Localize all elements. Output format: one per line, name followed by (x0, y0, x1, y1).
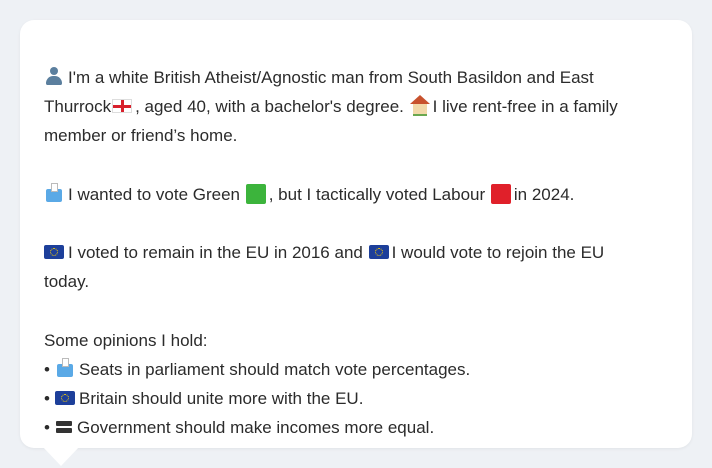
message-text: I'm a white British Atheist/Agnostic man… (44, 63, 668, 442)
person-silhouette-icon (44, 66, 64, 86)
bullet-icon: • (44, 418, 50, 438)
opinion-item: • Seats in parliament should match vote p… (44, 355, 668, 384)
paragraph-identity-line-3: member or friend’s home. (44, 126, 238, 146)
paragraph-spacer (44, 297, 668, 326)
ballot-box-icon (55, 357, 75, 378)
paragraph-identity-line-1: I'm a white British Atheist/Agnostic man… (44, 63, 668, 92)
paragraph-eu-line-1: I voted to remain in the EU in 2016 and … (44, 238, 668, 267)
paragraph-identity-line-2: Thurrock, aged 40, with a bachelor's deg… (44, 95, 618, 117)
paragraph-eu-line-2: today. (44, 272, 90, 292)
paragraph-spacer (44, 209, 668, 238)
eu-flag-icon (368, 245, 389, 260)
red-square-icon (490, 183, 511, 204)
paragraph-spacer (44, 151, 668, 180)
bullet-icon: • (44, 389, 50, 409)
message-bubble: I'm a white British Atheist/Agnostic man… (20, 20, 692, 448)
eu-flag-icon (44, 245, 64, 260)
bullet-icon: • (44, 359, 50, 379)
ballot-box-icon (44, 182, 64, 203)
opinions-heading: Some opinions I hold: (44, 330, 208, 350)
opinion-item: • Government should make incomes more equ… (44, 413, 668, 442)
bubble-tail (42, 446, 80, 466)
green-square-icon (245, 183, 266, 204)
eu-flag-icon (55, 391, 75, 406)
england-flag-icon (112, 99, 133, 114)
paragraph-vote-2024: I wanted to vote Green , but I tacticall… (44, 180, 668, 209)
opinion-item: • Britain should unite more with the EU. (44, 384, 668, 413)
equals-icon (55, 420, 73, 434)
house-icon (409, 95, 430, 117)
